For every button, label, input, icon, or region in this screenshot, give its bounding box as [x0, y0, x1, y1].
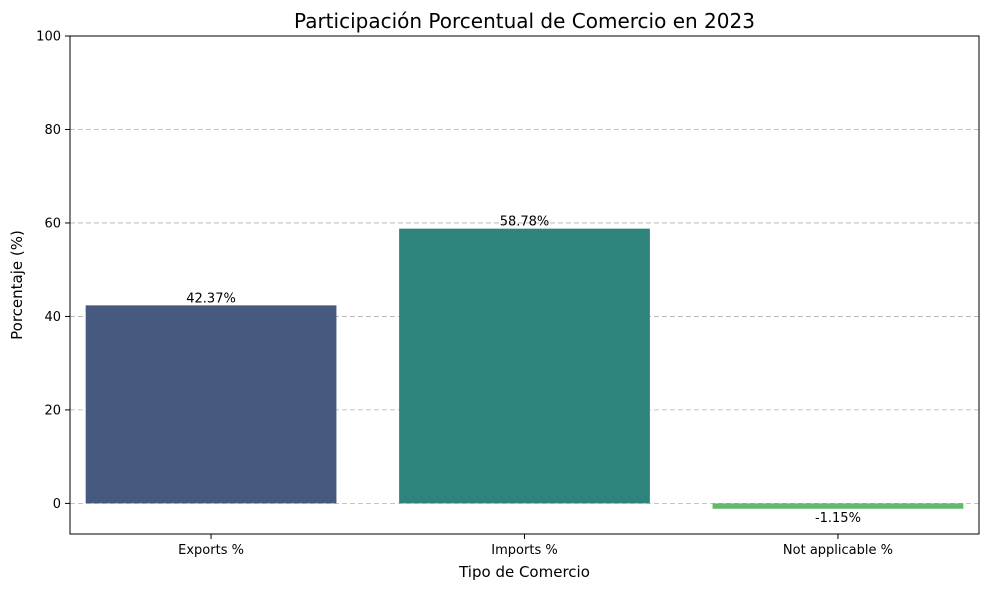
y-tick-label: 0: [53, 497, 61, 512]
x-axis-ticks: Exports % Imports % Not applicable %: [178, 534, 893, 558]
y-tick-label: 100: [36, 30, 61, 45]
chart-title: Participación Porcentual de Comercio en …: [294, 9, 755, 33]
x-tick-label: Exports %: [178, 543, 244, 558]
y-axis-label: Porcentaje (%): [8, 230, 26, 340]
bar-exports: [85, 305, 337, 504]
y-tick-label: 20: [44, 403, 61, 418]
bars: [85, 228, 964, 509]
data-label: 58.78%: [500, 215, 550, 230]
y-tick-label: 80: [44, 123, 61, 138]
bar-not-applicable: [712, 503, 964, 509]
x-axis-label: Tipo de Comercio: [458, 563, 590, 581]
data-labels: 42.37% 58.78% -1.15%: [186, 215, 861, 526]
data-label: -1.15%: [815, 511, 861, 526]
bar-imports: [399, 228, 650, 504]
y-tick-label: 60: [44, 216, 61, 231]
data-label: 42.37%: [186, 291, 236, 306]
x-tick-label: Not applicable %: [783, 543, 893, 558]
y-axis-ticks: 0 20 40 60 80 100: [36, 30, 70, 512]
x-tick-label: Imports %: [491, 543, 557, 558]
y-tick-label: 40: [44, 310, 61, 325]
